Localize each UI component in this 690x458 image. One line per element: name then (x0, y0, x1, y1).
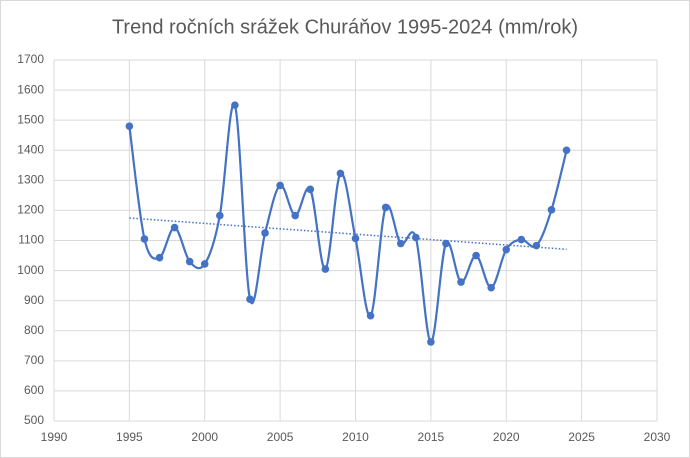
x-tick-label: 1990 (41, 430, 68, 444)
y-tick-label: 1200 (17, 203, 44, 217)
y-tick-label: 1100 (18, 233, 44, 247)
data-point (231, 101, 239, 109)
data-point (306, 185, 315, 194)
y-tick-label: 500 (24, 413, 44, 427)
data-point (366, 311, 375, 320)
data-point (276, 181, 284, 190)
data-point (216, 211, 224, 220)
x-tick-label: 2015 (418, 430, 445, 444)
y-tick-label: 1400 (17, 142, 44, 156)
y-tick-label: 600 (24, 383, 44, 397)
x-tick-label: 2025 (568, 430, 595, 444)
data-point (200, 260, 209, 268)
y-tick-label: 1500 (17, 112, 44, 126)
y-tick-label: 1700 (17, 52, 44, 66)
data-point (457, 278, 465, 286)
data-point (487, 283, 495, 292)
data-point (381, 203, 390, 212)
x-tick-label: 2010 (342, 430, 369, 444)
y-tick-label: 900 (24, 293, 44, 307)
data-point (291, 211, 300, 220)
data-point (351, 234, 360, 243)
y-tick-label: 1300 (17, 173, 44, 187)
data-point (412, 233, 420, 242)
data-point (170, 223, 179, 232)
x-tick-label: 1995 (116, 430, 143, 444)
data-point (155, 253, 164, 262)
data-point (517, 235, 526, 244)
y-tick-label: 800 (24, 323, 44, 337)
chart-title: Trend ročních srážek Churáňov 1995-2024 … (112, 16, 578, 38)
data-point (562, 146, 571, 155)
y-tick-label: 1600 (17, 82, 44, 96)
y-tick-label: 1000 (17, 263, 44, 277)
x-tick-label: 2000 (191, 430, 218, 444)
data-point (502, 245, 511, 254)
x-tick-label: 2005 (267, 430, 294, 444)
trendline (129, 217, 567, 251)
data-point (442, 239, 450, 248)
data-point (427, 338, 435, 346)
data-point (547, 206, 556, 214)
x-tick-label: 2030 (644, 430, 671, 444)
data-point (125, 122, 134, 130)
y-tick-label: 700 (24, 353, 44, 367)
x-tick-label: 2020 (493, 430, 520, 444)
data-point (336, 169, 345, 178)
data-point (185, 257, 194, 266)
data-point (472, 251, 480, 260)
data-point (532, 241, 541, 250)
data-point (321, 265, 330, 273)
data-point (246, 295, 254, 303)
data-point (140, 235, 149, 243)
data-point (396, 239, 405, 248)
data-point (261, 229, 269, 237)
